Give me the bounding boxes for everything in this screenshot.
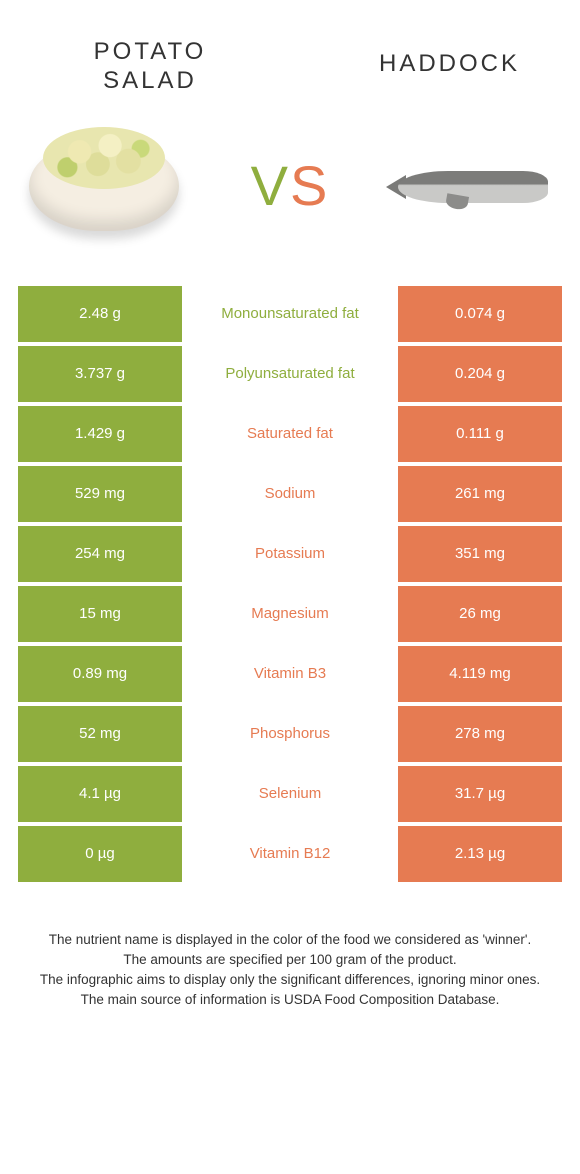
vs-label: VS bbox=[251, 153, 330, 218]
table-row: 0 µgVitamin B122.13 µg bbox=[18, 826, 562, 882]
left-value: 4.1 µg bbox=[18, 766, 182, 822]
header: Potato salad Haddock bbox=[0, 0, 580, 96]
vs-row: VS bbox=[0, 96, 580, 286]
nutrient-label: Magnesium bbox=[182, 586, 398, 642]
table-row: 1.429 gSaturated fat0.111 g bbox=[18, 406, 562, 462]
right-value: 278 mg bbox=[398, 706, 562, 762]
left-value: 0.89 mg bbox=[18, 646, 182, 702]
nutrient-label: Monounsaturated fat bbox=[182, 286, 398, 342]
left-value: 1.429 g bbox=[18, 406, 182, 462]
right-value: 261 mg bbox=[398, 466, 562, 522]
right-value: 0.204 g bbox=[398, 346, 562, 402]
nutrient-label: Phosphorus bbox=[182, 706, 398, 762]
right-value: 2.13 µg bbox=[398, 826, 562, 882]
table-row: 2.48 gMonounsaturated fat0.074 g bbox=[18, 286, 562, 342]
nutrient-label: Vitamin B3 bbox=[182, 646, 398, 702]
left-value: 0 µg bbox=[18, 826, 182, 882]
table-row: 15 mgMagnesium26 mg bbox=[18, 586, 562, 642]
table-row: 254 mgPotassium351 mg bbox=[18, 526, 562, 582]
table-row: 529 mgSodium261 mg bbox=[18, 466, 562, 522]
potato-salad-image bbox=[14, 121, 194, 251]
nutrient-label: Polyunsaturated fat bbox=[182, 346, 398, 402]
nutrient-table: 2.48 gMonounsaturated fat0.074 g3.737 gP… bbox=[0, 286, 580, 882]
vs-s: S bbox=[290, 154, 329, 217]
vs-v: V bbox=[251, 154, 290, 217]
right-value: 0.111 g bbox=[398, 406, 562, 462]
left-value: 15 mg bbox=[18, 586, 182, 642]
title-left-line2: salad bbox=[103, 67, 197, 94]
left-value: 529 mg bbox=[18, 466, 182, 522]
nutrient-label: Selenium bbox=[182, 766, 398, 822]
table-row: 4.1 µgSelenium31.7 µg bbox=[18, 766, 562, 822]
left-value: 2.48 g bbox=[18, 286, 182, 342]
right-value: 4.119 mg bbox=[398, 646, 562, 702]
right-value: 26 mg bbox=[398, 586, 562, 642]
table-row: 3.737 gPolyunsaturated fat0.204 g bbox=[18, 346, 562, 402]
footer-notes: The nutrient name is displayed in the co… bbox=[0, 886, 580, 1011]
nutrient-label: Saturated fat bbox=[182, 406, 398, 462]
right-value: 351 mg bbox=[398, 526, 562, 582]
food-title-left: Potato salad bbox=[60, 38, 240, 96]
left-value: 52 mg bbox=[18, 706, 182, 762]
right-value: 31.7 µg bbox=[398, 766, 562, 822]
nutrient-label: Sodium bbox=[182, 466, 398, 522]
nutrient-label: Potassium bbox=[182, 526, 398, 582]
footer-line-1: The nutrient name is displayed in the co… bbox=[34, 930, 546, 950]
right-value: 0.074 g bbox=[398, 286, 562, 342]
footer-line-2: The amounts are specified per 100 gram o… bbox=[34, 950, 546, 970]
food-title-right: Haddock bbox=[320, 38, 520, 96]
title-left-line1: Potato bbox=[94, 38, 207, 65]
left-value: 3.737 g bbox=[18, 346, 182, 402]
nutrient-label: Vitamin B12 bbox=[182, 826, 398, 882]
table-row: 0.89 mgVitamin B34.119 mg bbox=[18, 646, 562, 702]
footer-line-3: The infographic aims to display only the… bbox=[34, 970, 546, 990]
left-value: 254 mg bbox=[18, 526, 182, 582]
footer-line-4: The main source of information is USDA F… bbox=[34, 990, 546, 1010]
haddock-image bbox=[386, 121, 566, 251]
table-row: 52 mgPhosphorus278 mg bbox=[18, 706, 562, 762]
